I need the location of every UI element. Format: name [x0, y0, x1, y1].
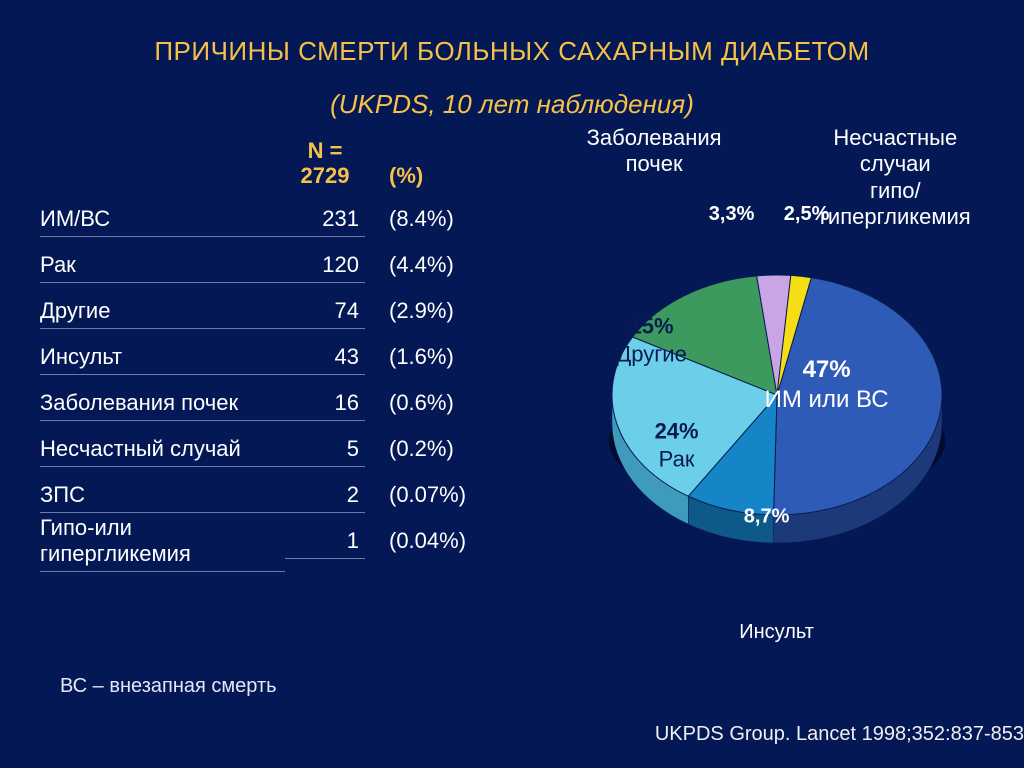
table-row: Другие74(2.9%) [40, 287, 542, 333]
cell-n: 1 [285, 521, 365, 559]
cell-pct: (0.2%) [365, 429, 505, 466]
ext-label-accident: Несчастные случаигипо/гипергликемия [797, 125, 994, 231]
cell-pct: (0.6%) [365, 383, 505, 420]
cell-n: 231 [285, 199, 365, 237]
cell-pct: (1.6%) [365, 337, 505, 374]
cell-n: 43 [285, 337, 365, 375]
citation: UKPDS Group. Lancet 1998;352:837-853 [655, 723, 1024, 746]
table-row: Несчастный случай5(0.2%) [40, 425, 542, 471]
table-row: Заболевания почек16(0.6%) [40, 379, 542, 425]
cell-pct: (2.9%) [365, 291, 505, 328]
cell-n: 5 [285, 429, 365, 467]
cell-cause: Гипо-или гипергликемия [40, 508, 285, 572]
cell-pct: (0.07%) [365, 475, 505, 512]
title-line-2: (UKPDS, 10 лет наблюдения) [0, 89, 1024, 120]
data-table: N = 2729 (%) ИМ/ВС231(8.4%)Рак120(4.4%)Д… [40, 130, 542, 630]
cell-n: 120 [285, 245, 365, 283]
cell-cause: Рак [40, 245, 285, 283]
table-row: ИМ/ВС231(8.4%) [40, 195, 542, 241]
cell-pct: (4.4%) [365, 245, 505, 282]
cell-cause: Другие [40, 291, 285, 329]
pie-chart-region: Заболеванияпочек Несчастные случаигипо/г… [542, 130, 994, 630]
cell-cause: ИМ/ВС [40, 199, 285, 237]
ext-label-kidney: Заболеванияпочек [587, 125, 722, 178]
cell-cause: Заболевания почек [40, 383, 285, 421]
table-row: Гипо-или гипергликемия1(0.04%) [40, 517, 542, 563]
table-row: Инсульт43(1.6%) [40, 333, 542, 379]
cell-cause: Несчастный случай [40, 429, 285, 467]
cell-pct: (0.04%) [365, 521, 505, 558]
col-header-pct: (%) [365, 163, 505, 189]
cell-cause: Инсульт [40, 337, 285, 375]
cell-n: 2 [285, 475, 365, 513]
slice-label: Инсульт [739, 620, 814, 645]
cell-n: 16 [285, 383, 365, 421]
footnote: ВС – внезапная смерть [60, 675, 277, 698]
pie-svg [592, 220, 962, 590]
cell-n: 74 [285, 291, 365, 329]
cell-pct: (8.4%) [365, 199, 505, 236]
col-header-n: N = 2729 [285, 138, 365, 189]
table-row: Рак120(4.4%) [40, 241, 542, 287]
title-line-1: ПРИЧИНЫ СМЕРТИ БОЛЬНЫХ САХАРНЫМ ДИАБЕТОМ [0, 36, 1024, 67]
